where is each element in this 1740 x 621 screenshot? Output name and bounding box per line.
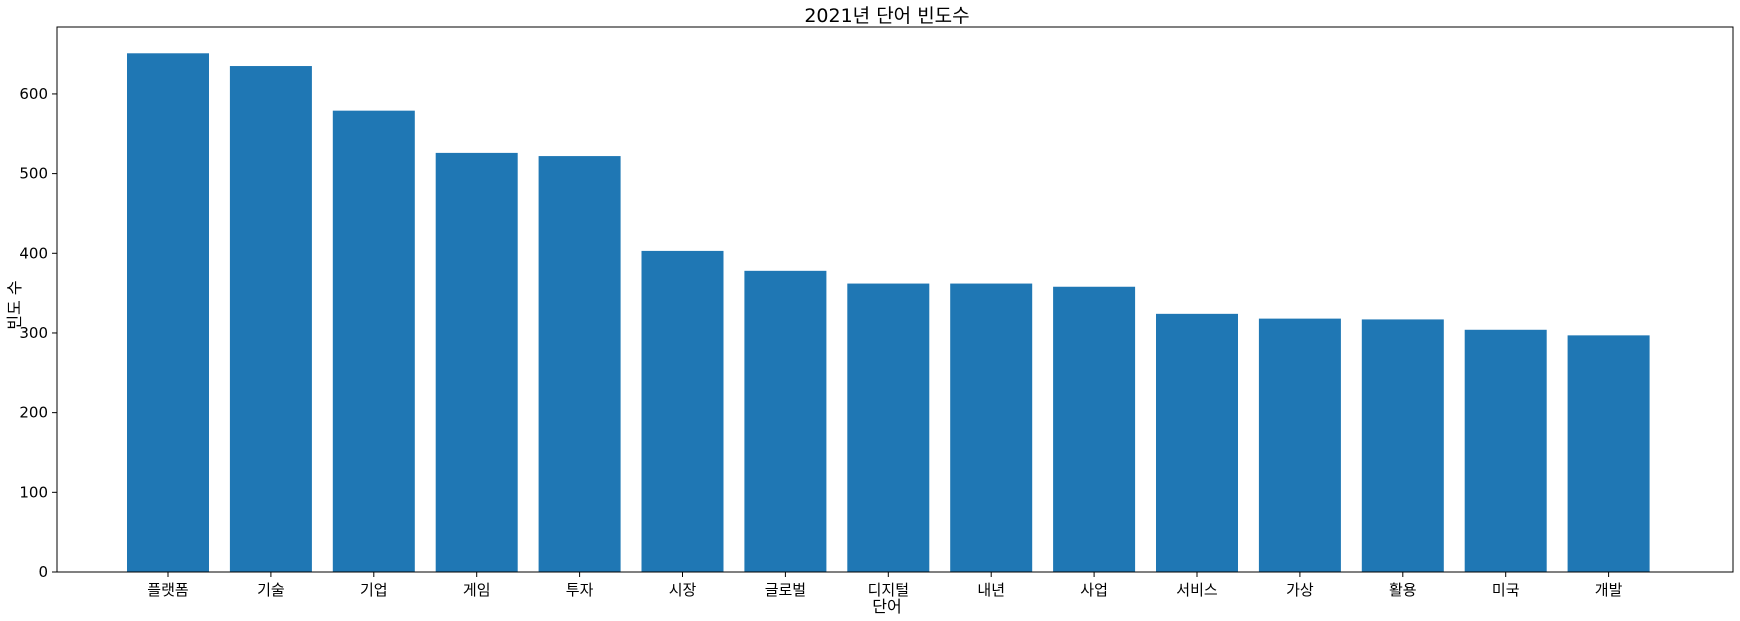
bar-10 bbox=[1053, 286, 1136, 572]
y-tick-label-0: 0 bbox=[38, 563, 48, 581]
bar-13 bbox=[1361, 319, 1444, 572]
bar-5 bbox=[538, 156, 621, 572]
bar-6 bbox=[641, 250, 724, 572]
x-tick-label-2: 기술 bbox=[257, 581, 285, 599]
y-tick-label-100: 100 bbox=[19, 483, 48, 501]
x-axis-label: 단어 bbox=[872, 597, 901, 616]
x-tick-label-13: 활용 bbox=[1389, 581, 1417, 599]
bar-12 bbox=[1258, 318, 1341, 572]
x-tick-label-5: 투자 bbox=[566, 581, 594, 599]
y-tick-label-500: 500 bbox=[19, 165, 48, 183]
y-tick-label-200: 200 bbox=[19, 404, 48, 422]
bar-4 bbox=[435, 152, 518, 572]
x-tick-label-4: 게임 bbox=[463, 581, 491, 599]
bar-14 bbox=[1464, 329, 1547, 572]
bar-8 bbox=[847, 283, 930, 572]
bar-2 bbox=[229, 66, 312, 572]
x-tick-label-11: 서비스 bbox=[1176, 581, 1218, 599]
x-tick-label-1: 플랫폼 bbox=[147, 581, 188, 599]
bar-11 bbox=[1156, 313, 1238, 572]
bar-3 bbox=[332, 110, 415, 572]
x-tick-label-14: 미국 bbox=[1492, 581, 1520, 599]
y-tick-label-600: 600 bbox=[19, 85, 48, 103]
x-tick-label-12: 가상 bbox=[1286, 581, 1314, 599]
bar-15 bbox=[1567, 335, 1650, 572]
axes-frame bbox=[56, 26, 1734, 573]
bar-7 bbox=[744, 270, 827, 572]
x-tick-label-10: 사업 bbox=[1080, 581, 1108, 599]
y-axis-label: 빈도 수 bbox=[5, 280, 24, 329]
x-tick-label-8: 디지털 bbox=[868, 581, 909, 599]
x-tick-label-3: 기업 bbox=[360, 581, 388, 599]
bar-1 bbox=[127, 53, 209, 573]
y-tick-label-400: 400 bbox=[19, 244, 48, 262]
x-tick-label-7: 글로벌 bbox=[765, 581, 806, 599]
bar-9 bbox=[950, 283, 1033, 572]
x-tick-label-6: 시장 bbox=[669, 581, 697, 599]
chart-title: 2021년 단어 빈도수 bbox=[804, 5, 969, 27]
x-tick-label-9: 내년 bbox=[977, 581, 1005, 599]
y-tick-label-300: 300 bbox=[19, 324, 48, 342]
x-tick-label-15: 개발 bbox=[1595, 581, 1623, 599]
plot-area: 0 100 200 300 400 500 600 플랫폼 기술 기업 게임 투자 시장 글로벌 디지털 내년… bbox=[19, 26, 1734, 599]
